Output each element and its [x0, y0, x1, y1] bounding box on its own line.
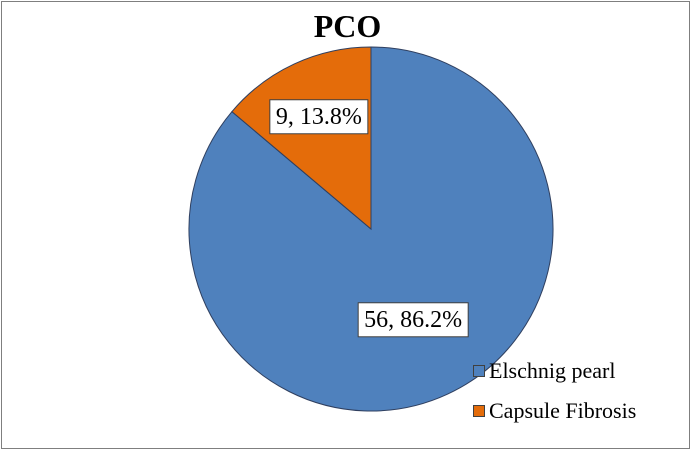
legend-item-capsule-fibrosis: Capsule Fibrosis [473, 397, 636, 425]
data-label-capsule-fibrosis: 9, 13.8% [269, 99, 369, 135]
pie-slice-capsule-fibrosis [231, 46, 372, 231]
legend-swatch-capsule-fibrosis [473, 405, 485, 417]
svg-text:9, 13.8%: 9, 13.8% [276, 104, 362, 130]
legend-label-elschnig-pearl: Elschnig pearl [489, 358, 616, 383]
chart-title: PCO [313, 8, 382, 44]
svg-text:56, 86.2%: 56, 86.2% [364, 307, 462, 333]
legend-label-capsule-fibrosis: Capsule Fibrosis [489, 398, 637, 423]
data-label-elschnig-pearl: 56, 86.2% [357, 302, 469, 338]
legend-swatch-elschnig-pearl [473, 365, 485, 377]
legend-item-elschnig-pearl: Elschnig pearl [473, 357, 615, 385]
